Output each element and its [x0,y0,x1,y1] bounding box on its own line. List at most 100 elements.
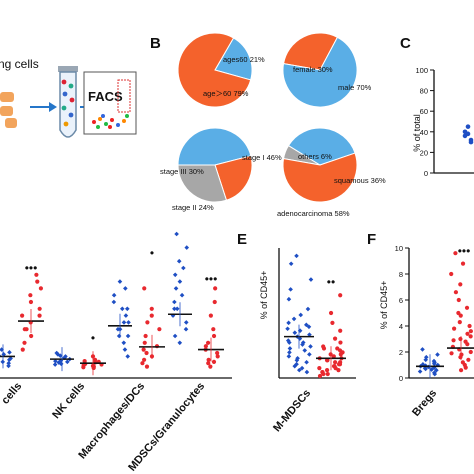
chart-e-blue-point [286,354,292,359]
chart-e-blue-point [292,363,298,369]
chart-c-point [462,129,468,135]
pie-sex-label-1: female 30% [293,65,333,74]
chart-d-blue-2-point [115,326,121,332]
chart-d-red-2-point [144,350,149,356]
chart-d-blue-1-point [53,358,58,364]
chart-e-red-point [330,320,335,325]
cell-chunk [0,92,14,102]
chart-f-red-point [458,282,463,287]
chart-d-blue-2-point [121,320,127,325]
tube-cell [68,83,74,89]
chart-e-blue-point [288,261,294,267]
chart-d-red-3-point [213,286,218,291]
chart-d-xlabel-2: Macrophages/DCs [76,380,147,461]
chart-d-red-0-point [20,347,25,352]
chart-f-red-point [460,360,465,365]
chart-d-blue-3-point [177,279,183,284]
pie-age-label-2: age＞60 79% [203,89,249,98]
chart-d-red-2-point [157,327,162,332]
chart-d-blue-3-point [181,265,186,271]
chart-d-blue-0-point [6,360,11,366]
chart-d-significance-0: ••• [25,261,38,275]
pie-histology [282,127,358,203]
chart-e-red-point [338,340,343,345]
pie-slice-2 [177,164,228,203]
chart-e-red-point [338,293,343,298]
chart-d-blue-3-point [179,292,185,298]
chart-e-red-point [336,368,341,373]
chart-f-ylabel: % of CD45+ [379,281,389,330]
chart-d-red-0-point [20,313,25,318]
pie-sex [282,32,358,108]
pie-slice-1 [214,155,253,201]
chart-d-red-2-point [143,333,148,339]
chart-d-red-0-point [29,333,34,339]
chart-e-blue-point [305,306,311,312]
chart-d-blue-1-point [65,359,70,365]
chart-e-blue-point [307,332,312,337]
chart-c-ytick-label-3: 60 [420,107,428,116]
tube-icon [59,71,77,138]
chart-e-blue-point [285,338,291,343]
chart-d-blue-2-point [119,306,125,312]
chart-f-blue-point [423,354,429,360]
chart-f-ytick-label-0: 0 [399,374,403,383]
chart-d-blue-3-point [172,333,178,339]
pie-slice-1 [287,127,356,166]
facs-label: FACS [88,89,123,104]
chart-e-red-point [338,352,343,357]
chart-f-red-point [468,334,473,339]
chart-d-red-2-point [145,320,150,325]
tube-cell [62,91,68,97]
pie-slice-0 [282,32,339,71]
chart-e-blue-point [294,361,299,367]
chart-d-blue-3-point [172,299,177,305]
chart-d-red-0-point [37,313,42,318]
chart-e-blue-point [287,350,292,355]
chart-d-red-2-point [141,347,146,352]
chart-d-blue-2-point [122,347,128,352]
chart-d-blue-2-point [121,340,127,346]
chart-d-blue-2-point [111,299,117,305]
chart-d-blue-1-point [58,353,63,359]
panel-b-letter: B [150,35,161,52]
chart-e-significance: •• [327,275,335,289]
chart-f-ytick-label-1: 2 [399,348,403,357]
pie-age-label-1: ages60 21% [223,55,265,64]
chart-e-blue-point [308,344,313,349]
chart-f-blue-point [432,370,437,376]
panel-f-letter: F [367,231,376,248]
chart-d [0,231,232,379]
chart-e-blue-point [297,336,303,341]
chart-e-blue-point [297,328,303,334]
facs-plot-frame [83,71,137,135]
chart-f-red-point [457,320,462,325]
chart-d-blue-1-point [54,350,60,356]
chart-f-red-point [464,305,470,310]
chart-f-red-point [458,336,463,342]
chart-e-red-point [317,373,323,379]
chart-d-red-3-point [215,354,220,359]
chart-d-red-3-point [211,359,217,364]
chart-e-ylabel: % of CD45+ [259,271,269,320]
chart-c-point [468,139,474,145]
chart-e-blue-point [308,277,314,282]
chart-d-blue-2-point [125,306,130,312]
chart-f-red-point [467,323,472,329]
chart-d-red-0-point [24,327,29,332]
chart-d-red-2-point [149,313,154,318]
chart-e-blue-point [300,342,305,347]
chart-f-blue-point [417,369,423,374]
chart-e-blue-point [286,320,291,326]
chart-d-blue-2-point [116,333,122,339]
chart-e-red-point [324,368,330,373]
chart-e-red-point [321,371,326,377]
chart-e-red-point [337,362,343,367]
chart-e-red-point [332,336,338,341]
chart-e-red-point [328,310,334,316]
chart-e-blue-point [304,322,309,328]
chart-d-red-2-point [142,340,147,345]
chart-e-blue-point [294,357,300,363]
chart-d-significance-3: ••• [205,272,218,286]
chart-e-blue-point [298,312,304,318]
